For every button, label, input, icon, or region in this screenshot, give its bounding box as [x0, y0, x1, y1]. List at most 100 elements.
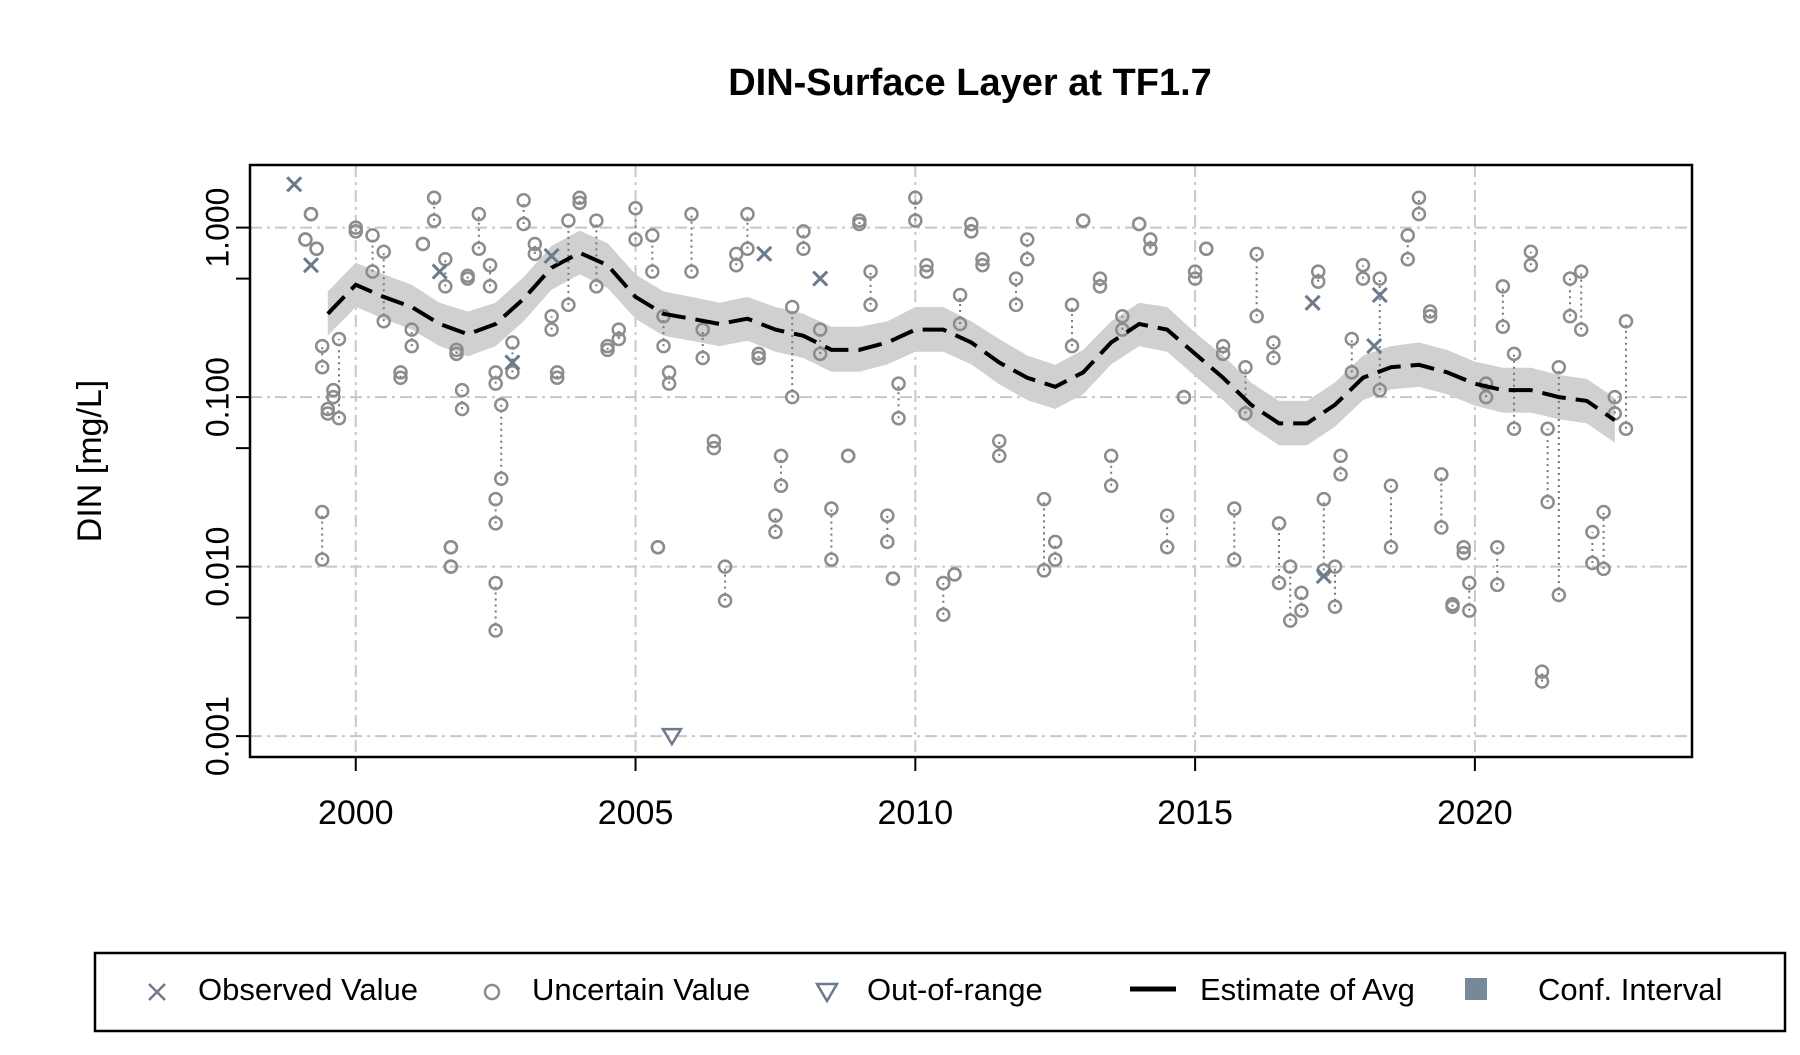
uncertain-point — [824, 501, 839, 516]
uncertain-point — [1143, 241, 1158, 257]
uncertain-point — [1008, 297, 1024, 313]
estimate-line — [326, 250, 1616, 426]
uncertain-point — [561, 213, 576, 228]
uncertain-point — [376, 314, 391, 329]
y-tick-label: 0.100 — [199, 357, 235, 437]
uncertain-point — [572, 190, 587, 205]
y-tick-label: 0.010 — [199, 527, 235, 607]
uncertain-point — [482, 279, 498, 294]
uncertain-point — [891, 376, 906, 391]
uncertain-point — [1316, 491, 1332, 507]
uncertain-point — [1618, 421, 1634, 437]
uncertain-point — [1534, 664, 1550, 679]
uncertain-point — [1036, 491, 1052, 507]
uncertain-point — [460, 268, 475, 283]
uncertain-point — [1019, 232, 1035, 247]
uncertain-point — [975, 257, 990, 273]
uncertain-point — [650, 540, 666, 555]
uncertain-point — [684, 264, 699, 279]
uncertain-point — [471, 241, 487, 257]
legend-label: Estimate of Avg — [1200, 972, 1415, 1007]
x-tick-label: 2005 — [598, 794, 674, 832]
uncertain-point — [1383, 540, 1399, 555]
observed-point — [286, 176, 303, 193]
legend-symbol — [148, 983, 166, 1001]
uncertain-point — [471, 206, 487, 222]
uncertain-point — [661, 365, 677, 380]
uncertain-point — [1092, 271, 1108, 286]
uncertain-point — [611, 331, 627, 347]
uncertain-point — [1462, 603, 1477, 618]
uncertain-point — [1019, 252, 1035, 267]
observed-point — [756, 245, 773, 262]
uncertain-point — [717, 593, 733, 608]
uncertain-point — [1495, 319, 1511, 335]
uncertain-point — [303, 206, 319, 222]
uncertain-point — [376, 244, 391, 260]
uncertain-point — [1103, 448, 1119, 464]
uncertain-point — [1036, 563, 1052, 578]
uncertain-point — [1462, 575, 1477, 591]
uncertain-point — [516, 192, 531, 208]
uncertain-point — [426, 213, 442, 228]
uncertain-point — [1434, 467, 1449, 482]
uncertain-point — [717, 559, 733, 574]
confidence-band — [327, 230, 1615, 446]
uncertain-point — [1573, 322, 1589, 337]
uncertain-point — [1506, 346, 1522, 362]
uncertain-point — [365, 264, 380, 279]
uncertain-point — [964, 216, 979, 232]
uncertain-point — [488, 365, 503, 380]
uncertain-point — [1238, 359, 1253, 375]
x-tick-label: 2015 — [1157, 794, 1233, 832]
uncertain-point — [1400, 252, 1415, 267]
uncertain-point — [326, 382, 341, 398]
uncertain-point — [443, 540, 459, 555]
uncertain-point — [684, 206, 699, 222]
uncertain-point — [740, 206, 755, 222]
out-of-range-point — [660, 727, 684, 747]
observed-point — [1304, 294, 1321, 311]
uncertain-point — [1075, 213, 1091, 228]
uncertain-point — [393, 365, 408, 380]
uncertain-point — [611, 322, 627, 337]
uncertain-point — [891, 411, 906, 426]
uncertain-point — [544, 308, 559, 324]
uncertain-point — [1562, 271, 1578, 286]
uncertain-point — [880, 534, 895, 550]
uncertain-point — [1422, 308, 1438, 324]
uncertain-point — [1282, 559, 1298, 574]
uncertain-point — [1495, 279, 1511, 294]
uncertain-point — [1271, 575, 1287, 591]
uncertain-point — [751, 350, 766, 366]
uncertain-point — [393, 370, 408, 386]
uncertain-point — [1618, 314, 1634, 329]
uncertain-point — [1064, 338, 1080, 354]
uncertain-point — [505, 365, 520, 380]
uncertain-point — [1551, 359, 1567, 375]
uncertain-point — [908, 213, 923, 228]
uncertain-point — [1294, 603, 1309, 618]
uncertain-point — [488, 575, 503, 591]
uncertain-point — [1355, 257, 1371, 273]
y-axis-label: DIN [mg/L] — [71, 380, 109, 542]
uncertain-point — [493, 397, 509, 413]
uncertain-point — [1344, 365, 1360, 380]
uncertain-point — [1523, 257, 1539, 273]
uncertain-point — [314, 504, 330, 520]
uncertain-point — [1333, 467, 1348, 482]
uncertain-point — [1327, 599, 1343, 614]
uncertain-point — [992, 448, 1007, 464]
uncertain-point — [309, 241, 324, 257]
uncertain-point — [549, 365, 565, 380]
uncertain-point — [1310, 274, 1326, 289]
uncertain-point — [443, 559, 459, 574]
uncertain-point — [589, 213, 604, 228]
uncertain-point — [880, 508, 895, 523]
uncertain-point — [919, 257, 934, 273]
uncertain-point — [740, 241, 755, 257]
uncertain-point — [1585, 524, 1600, 540]
uncertain-point — [952, 316, 968, 332]
uncertain-point — [919, 264, 934, 279]
uncertain-point — [544, 322, 559, 337]
